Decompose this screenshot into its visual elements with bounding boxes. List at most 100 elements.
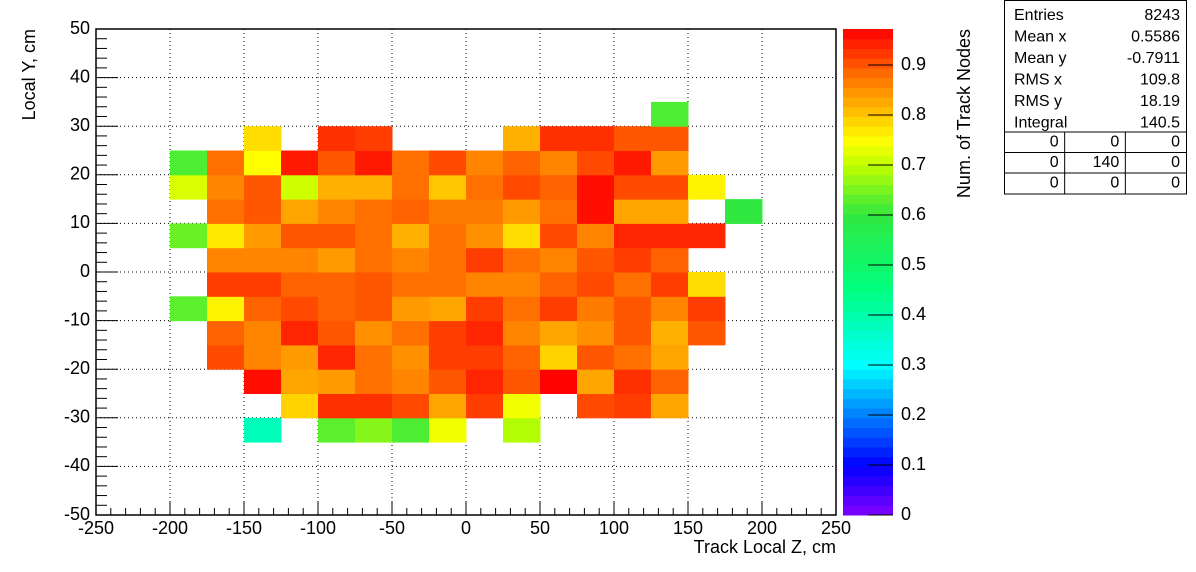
stats-value: 18.19 (1140, 93, 1180, 110)
colorbar-segment (843, 330, 893, 341)
cell (355, 417, 393, 443)
cell (466, 272, 504, 297)
y-axis-label: Local Y, cm (19, 29, 39, 120)
cell (170, 223, 208, 249)
colorbar-tick-label: 0.7 (901, 154, 926, 174)
y-tick-label: -20 (64, 358, 90, 378)
colorbar-segment (843, 213, 893, 224)
cell (355, 393, 393, 419)
x-tick-label: 200 (747, 518, 777, 538)
cell (503, 417, 541, 443)
colorbar-label: Num. of Track Nodes (954, 29, 974, 198)
cell (207, 199, 245, 224)
colorbar-segment (843, 272, 893, 283)
stats-cell: 140 (1093, 154, 1120, 171)
colorbar-tick-label: 0.3 (901, 354, 926, 374)
cell (281, 223, 319, 249)
stats-name: Mean y (1014, 50, 1066, 67)
colorbar-tick-label: 0.2 (901, 404, 926, 424)
colorbar-segment (843, 194, 893, 205)
cell (540, 150, 578, 176)
stats-name: RMS y (1014, 93, 1062, 110)
cell (207, 150, 245, 176)
cell (429, 223, 467, 249)
colorbar-segment (843, 466, 893, 477)
cell (577, 344, 615, 370)
cell (281, 199, 319, 224)
cell (540, 344, 578, 370)
y-tick-label: -30 (64, 407, 90, 427)
cell (651, 174, 689, 200)
cell (614, 369, 652, 394)
cell (355, 272, 393, 297)
cell (429, 320, 467, 346)
cell (244, 344, 282, 370)
cell (614, 247, 652, 273)
cell (429, 174, 467, 200)
colorbar-segment (843, 48, 893, 59)
x-tick-label: -100 (300, 518, 336, 538)
colorbar-tick-label: 0.9 (901, 54, 926, 74)
colorbar-segment (843, 38, 893, 49)
colorbar-segment (843, 320, 893, 331)
cell (355, 223, 393, 249)
cell (651, 150, 689, 176)
cell (318, 393, 356, 419)
colorbar-segment (843, 495, 893, 506)
cell (244, 247, 282, 273)
cell (207, 296, 245, 322)
cell (244, 223, 282, 249)
cell (207, 320, 245, 346)
cell (429, 296, 467, 322)
cell (318, 272, 356, 297)
cell (318, 369, 356, 394)
cell (318, 247, 356, 273)
colorbar-segment (843, 437, 893, 448)
colorbar-tick-label: 0.4 (901, 304, 926, 324)
colorbar-segment (843, 29, 893, 40)
cell (503, 126, 541, 151)
cell (281, 320, 319, 346)
cell (577, 126, 615, 151)
cell (503, 320, 541, 346)
colorbar-segment (843, 116, 893, 127)
y-tick-label: 0 (80, 261, 90, 281)
cell (540, 174, 578, 200)
cell (429, 344, 467, 370)
cell (540, 320, 578, 346)
cell (207, 174, 245, 200)
cell (466, 393, 504, 419)
cell (614, 150, 652, 176)
cell (392, 344, 430, 370)
cell (577, 369, 615, 394)
cell (577, 247, 615, 273)
cell (392, 417, 430, 443)
colorbar-segment (843, 281, 893, 292)
cell (281, 150, 319, 176)
cell (281, 247, 319, 273)
cell (651, 126, 689, 151)
stats-box (1004, 0, 1187, 195)
cell (503, 369, 541, 394)
colorbar-segment (843, 301, 893, 312)
cell (688, 320, 726, 346)
colorbar-segment (843, 67, 893, 79)
x-tick-label: -50 (379, 518, 405, 538)
colorbar-segment (843, 456, 893, 467)
cell (503, 199, 541, 224)
colorbar-segment (843, 485, 893, 497)
cell (392, 393, 430, 419)
colorbar-segment (843, 126, 893, 137)
cell (725, 199, 763, 224)
colorbar-segment (843, 184, 893, 195)
colorbar-segment (843, 340, 893, 351)
cell (466, 199, 504, 224)
cell (614, 296, 652, 322)
cell (244, 199, 282, 224)
y-tick-label: -10 (64, 309, 90, 329)
cell (540, 272, 578, 297)
cell (318, 150, 356, 176)
colorbar-segment (843, 476, 893, 487)
cell (207, 247, 245, 273)
cell (429, 247, 467, 273)
